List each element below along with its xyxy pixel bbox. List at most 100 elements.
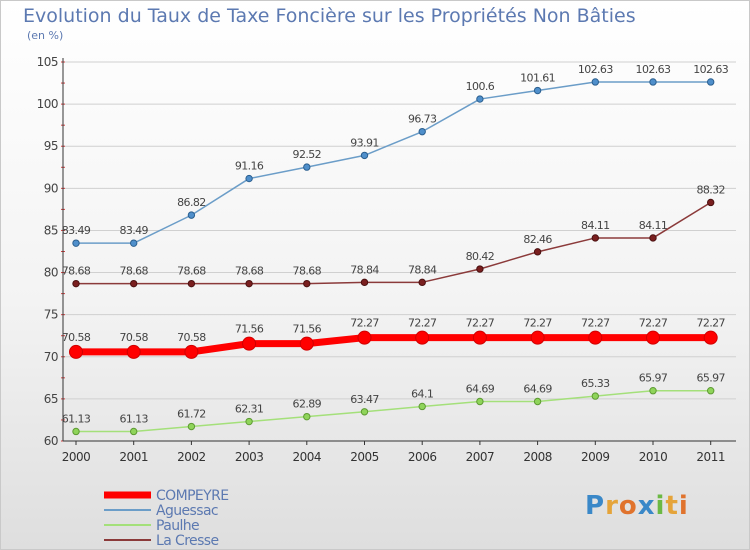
series-line (75, 81, 712, 244)
data-label: 72.27 (696, 317, 725, 330)
data-point (72, 279, 80, 288)
logo-letter: P (585, 491, 606, 521)
data-label: 83.49 (119, 224, 148, 237)
y-tick-label: 105 (37, 55, 58, 69)
data-label: 70.58 (62, 331, 91, 344)
logo-letter: i (655, 491, 666, 521)
data-label: 88.32 (696, 183, 725, 196)
data-point (184, 344, 199, 359)
data-point (703, 330, 718, 345)
data-label: 72.27 (350, 317, 379, 330)
x-tick-label: 2004 (293, 450, 322, 464)
data-point (130, 239, 138, 247)
data-point (588, 330, 603, 345)
data-point (187, 211, 196, 219)
data-label: 78.68 (293, 265, 322, 278)
data-label: 78.84 (350, 263, 379, 276)
logo-letter: o (618, 491, 638, 521)
data-label: 62.89 (293, 398, 322, 411)
data-point (126, 344, 141, 359)
proxiti-logo: Proxiti (585, 491, 689, 521)
data-point (649, 234, 657, 242)
y-tick-label: 60 (44, 434, 58, 448)
data-label: 91.16 (235, 160, 264, 173)
data-point (130, 427, 138, 436)
legend-label: COMPEYRE (156, 488, 229, 504)
data-point (649, 387, 657, 395)
data-point (472, 330, 487, 345)
data-point (303, 163, 311, 171)
data-label: 61.13 (62, 412, 91, 425)
x-tick-label: 2000 (62, 450, 91, 464)
data-point (418, 402, 426, 411)
data-label: 64.69 (523, 382, 552, 395)
data-label: 72.27 (466, 317, 495, 330)
data-point (533, 397, 542, 406)
data-label: 80.42 (466, 250, 495, 263)
data-label: 102.63 (578, 63, 613, 76)
data-point (360, 408, 369, 416)
y-tick-label: 65 (44, 392, 58, 406)
data-label: 62.31 (235, 403, 264, 416)
data-point (476, 397, 484, 406)
data-label: 72.27 (639, 317, 668, 330)
data-point (187, 422, 196, 431)
data-label: 92.52 (293, 148, 322, 161)
data-label: 78.68 (62, 265, 91, 278)
data-point (591, 392, 599, 400)
data-label: 96.73 (408, 113, 437, 126)
data-point (245, 417, 253, 426)
data-point (591, 234, 599, 242)
data-label: 102.63 (693, 63, 728, 76)
legend-label: Aguessac (156, 503, 218, 519)
data-point (418, 278, 426, 287)
x-tick-label: 2001 (119, 450, 148, 464)
data-point (69, 344, 83, 359)
series-line (75, 389, 712, 433)
data-label: 70.58 (177, 331, 206, 344)
data-point (418, 127, 426, 136)
data-point (245, 279, 253, 288)
data-point (360, 278, 369, 287)
data-label: 78.84 (408, 263, 437, 276)
data-label: 84.11 (581, 219, 610, 232)
data-label: 65.33 (581, 377, 610, 390)
data-label: 64.1 (411, 387, 433, 400)
data-label: 61.13 (119, 412, 148, 425)
y-tick-label: 85 (44, 223, 58, 237)
y-tick-label: 75 (44, 308, 58, 322)
x-tick-label: 2005 (350, 450, 379, 464)
data-label: 63.47 (350, 393, 379, 406)
data-label: 83.49 (62, 224, 91, 237)
y-tick-label: 80 (44, 266, 58, 280)
data-point (72, 427, 80, 436)
data-label: 71.56 (235, 323, 264, 336)
data-label: 78.68 (177, 265, 206, 278)
logo-letter: x (637, 491, 656, 521)
logo-letter: r (605, 491, 619, 521)
x-tick-label: 2011 (696, 450, 725, 464)
x-tick-label: 2006 (408, 450, 437, 464)
data-point (245, 174, 253, 183)
x-tick-label: 2002 (177, 450, 206, 464)
legend-label: La Cresse (156, 533, 218, 549)
x-tick-label: 2010 (639, 450, 668, 464)
data-label: 78.68 (235, 265, 264, 278)
data-point (533, 86, 542, 95)
legend-label: Paulhe (156, 518, 199, 534)
y-tick-label: 95 (44, 139, 58, 153)
data-point (72, 239, 80, 247)
data-point (303, 279, 311, 288)
x-tick-label: 2003 (235, 450, 264, 464)
data-label: 72.27 (408, 317, 437, 330)
data-label: 82.46 (523, 233, 552, 246)
y-tick-label: 70 (44, 350, 58, 364)
data-label: 93.91 (350, 136, 379, 149)
data-point (360, 151, 369, 160)
data-point (299, 336, 314, 351)
data-label: 61.72 (177, 408, 206, 421)
data-point (533, 248, 542, 256)
data-label: 100.6 (466, 80, 495, 93)
data-point (707, 78, 715, 86)
